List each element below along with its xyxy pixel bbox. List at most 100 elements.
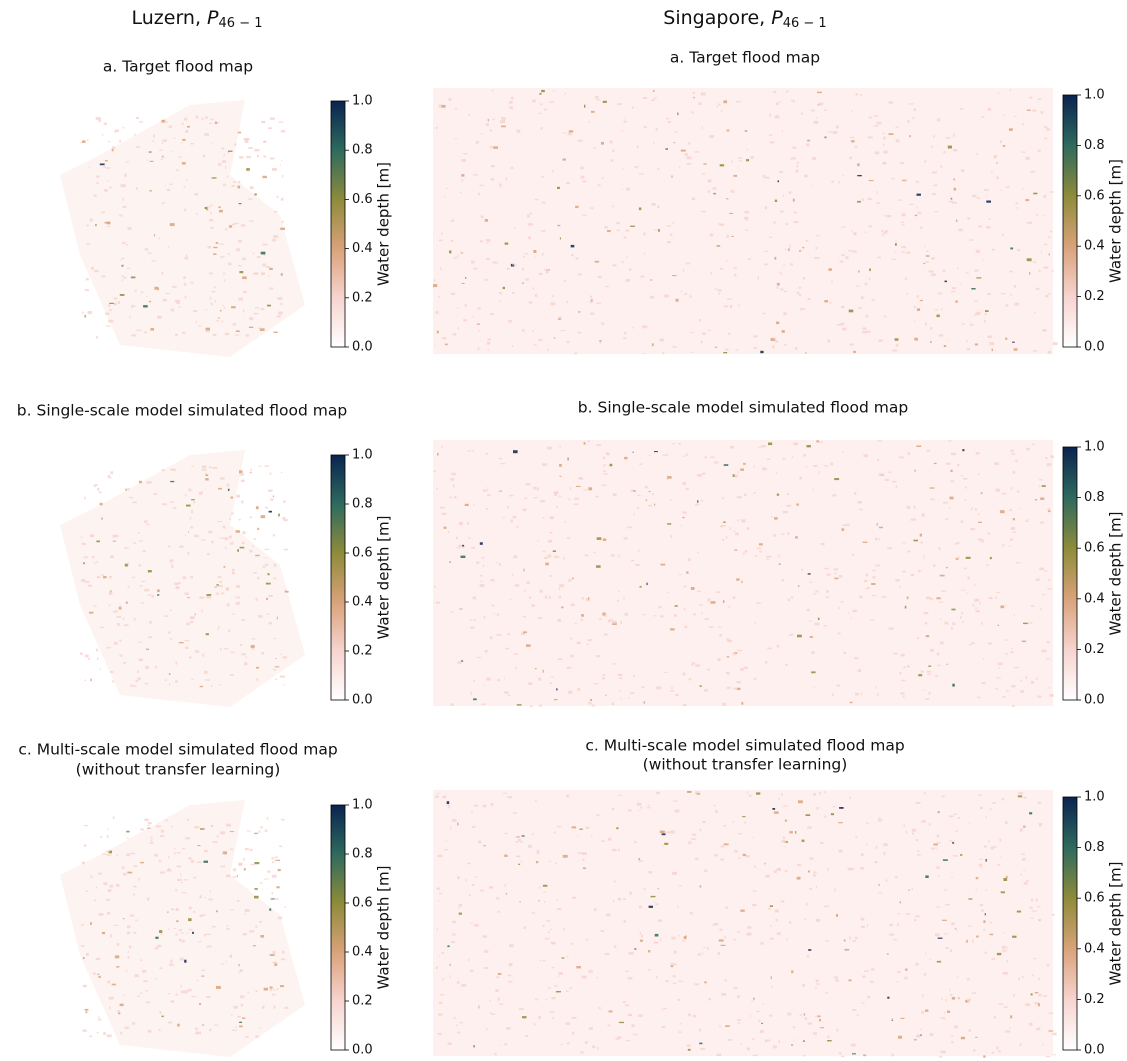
map-pixel — [646, 500, 648, 501]
map-pixel — [976, 889, 978, 890]
map-pixel — [915, 470, 916, 472]
map-pixel — [981, 867, 983, 868]
map-pixel — [229, 225, 232, 227]
map-pixel — [745, 229, 747, 231]
map-pixel — [116, 884, 120, 887]
map-pixel — [182, 139, 185, 141]
map-pixel — [930, 341, 932, 343]
map-pixel — [124, 547, 129, 549]
map-pixel — [265, 557, 266, 558]
map-pixel — [972, 642, 975, 644]
map-pixel — [908, 889, 909, 891]
map-pixel — [572, 578, 574, 580]
map-pixel — [737, 496, 742, 498]
map-pixel — [513, 812, 517, 813]
map-pixel — [436, 967, 438, 969]
map-pixel — [887, 547, 892, 549]
map-pixel — [240, 473, 245, 475]
map-pixel — [978, 225, 982, 227]
map-pixel — [155, 937, 158, 939]
map-pixel — [945, 904, 950, 906]
map-pixel — [1005, 653, 1008, 655]
map-pixel — [590, 699, 592, 700]
map-pixel — [242, 258, 246, 261]
map-pixel — [202, 465, 206, 468]
map-pixel — [233, 868, 236, 871]
map-pixel — [281, 160, 282, 161]
map-pixel — [439, 1002, 442, 1004]
map-pixel — [980, 904, 984, 906]
map-pixel — [807, 609, 810, 611]
colorbar-tick-label: 0.6 — [1084, 541, 1105, 556]
map-pixel — [168, 856, 169, 858]
map-pixel — [788, 635, 792, 636]
map-pixel — [717, 106, 718, 108]
map-pixel — [130, 915, 134, 917]
map-pixel — [187, 552, 189, 554]
map-pixel — [730, 446, 734, 449]
map-pixel — [1053, 1054, 1056, 1055]
map-pixel — [929, 823, 931, 826]
map-pixel — [214, 1025, 218, 1026]
map-pixel — [785, 664, 787, 666]
map-pixel — [240, 995, 244, 998]
map-pixel — [1052, 1033, 1056, 1036]
map-pixel — [442, 337, 446, 339]
map-pixel — [578, 274, 582, 276]
map-pixel — [480, 584, 485, 587]
map-pixel — [239, 203, 242, 204]
map-pixel — [642, 326, 647, 329]
map-pixel — [854, 657, 858, 659]
map-pixel — [269, 908, 271, 911]
map-pixel — [951, 877, 953, 878]
map-pixel — [206, 328, 211, 331]
map-pixel — [566, 1022, 570, 1024]
map-pixel — [837, 685, 841, 687]
map-pixel — [738, 1022, 741, 1023]
map-pixel — [268, 127, 272, 129]
map-pixel — [281, 198, 284, 201]
map-pixel — [947, 664, 948, 665]
map-pixel — [138, 532, 140, 533]
colorbar-tick-label: 0.2 — [352, 290, 373, 305]
map-pixel — [791, 1044, 793, 1046]
map-pixel — [725, 979, 727, 981]
map-pixel — [618, 898, 621, 901]
map-pixel — [494, 613, 495, 615]
map-pixel — [567, 667, 570, 669]
map-pixel — [849, 250, 853, 251]
map-pixel — [851, 1044, 855, 1047]
map-pixel — [483, 845, 485, 846]
map-pixel — [491, 803, 494, 805]
map-pixel — [273, 638, 276, 639]
map-pixel — [733, 474, 735, 477]
map-pixel — [638, 549, 639, 552]
map-pixel — [1049, 694, 1054, 697]
map-pixel — [518, 864, 520, 865]
map-pixel — [679, 574, 681, 575]
map-pixel — [131, 277, 136, 279]
map-pixel — [1018, 792, 1023, 794]
map-pixel — [734, 550, 737, 551]
map-pixel — [273, 989, 275, 990]
map-pixel — [1021, 680, 1023, 682]
map-pixel — [914, 1039, 917, 1040]
map-pixel — [231, 909, 234, 910]
map-pixel — [925, 322, 927, 325]
map-pixel — [148, 570, 152, 572]
map-pixel — [140, 959, 142, 961]
map-pixel — [665, 148, 668, 150]
map-pixel — [273, 235, 278, 238]
map-pixel — [866, 587, 870, 589]
map-pixel — [857, 1014, 859, 1016]
map-pixel — [506, 178, 507, 181]
map-pixel — [855, 146, 858, 148]
map-pixel — [176, 994, 178, 996]
map-pixel — [273, 962, 277, 964]
map-pixel — [255, 926, 257, 928]
map-pixel — [901, 246, 906, 248]
map-pixel — [653, 142, 654, 145]
map-pixel — [170, 184, 173, 185]
map-pixel — [791, 597, 793, 599]
map-pixel — [658, 888, 659, 889]
